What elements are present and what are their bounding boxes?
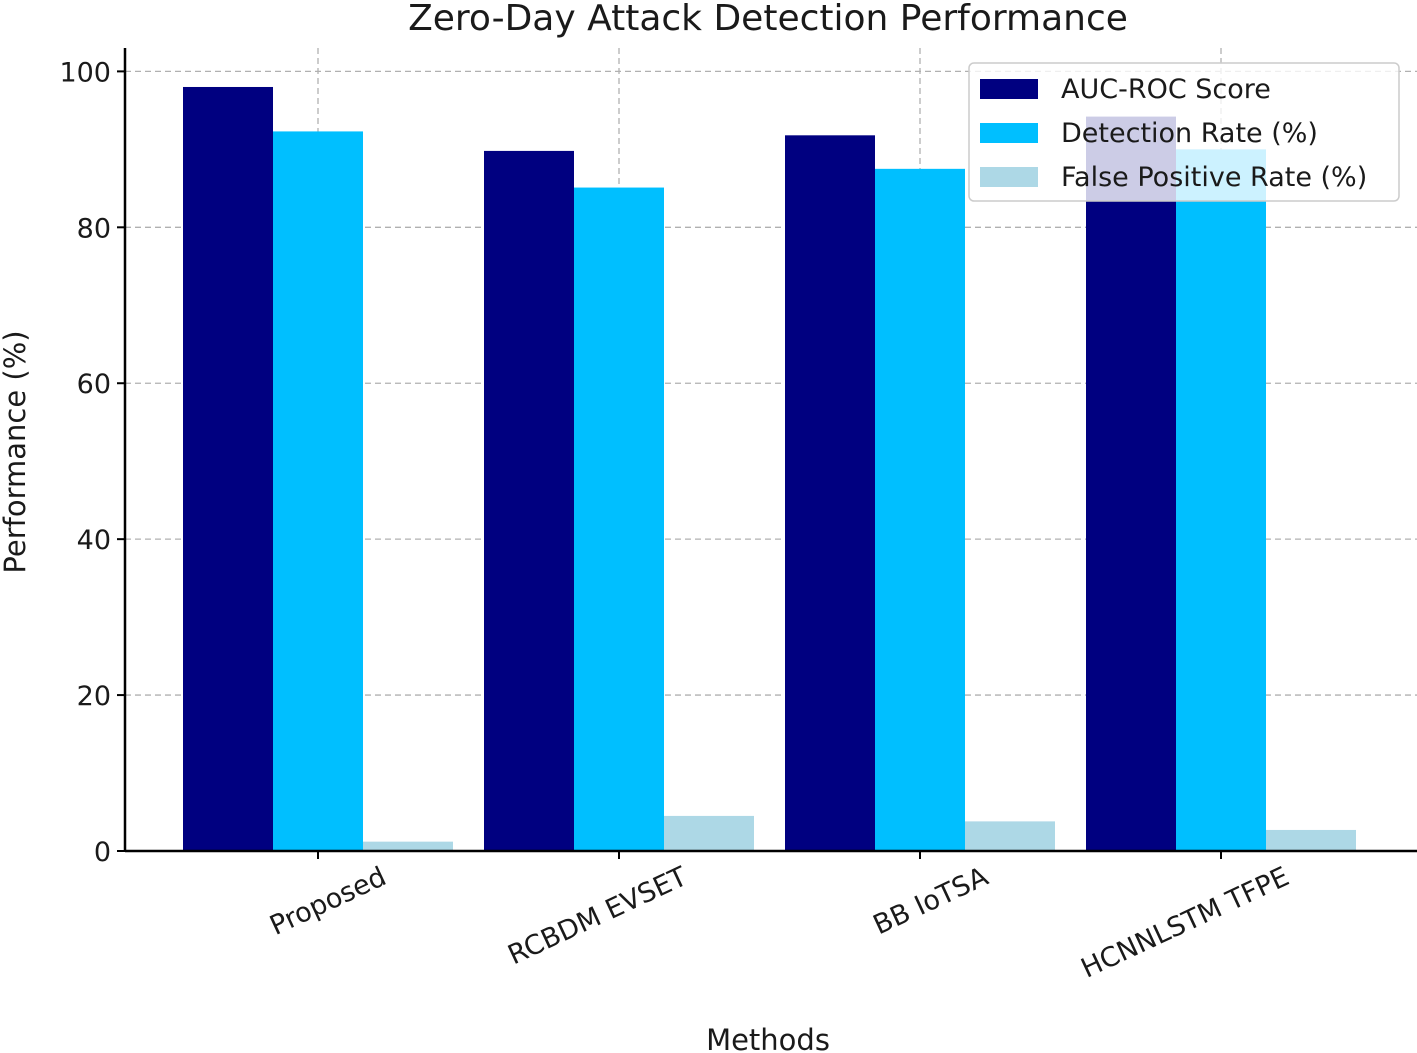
y-axis-ticks: 0 20 40 60 80 100 bbox=[59, 57, 125, 868]
bar-detection-rate-hcnnlstm-tfpe bbox=[1176, 149, 1266, 852]
bar-false-positive-rate-hcnnlstm-tfpe bbox=[1266, 829, 1356, 851]
bar-auc-roc-score-proposed bbox=[183, 86, 273, 851]
bar-auc-roc-score-rcbdm-evset bbox=[484, 150, 574, 851]
axes bbox=[123, 48, 1417, 853]
y-tick-label: 20 bbox=[77, 681, 111, 712]
legend-swatch bbox=[980, 167, 1038, 187]
bar-false-positive-rate-bb-iotsa bbox=[965, 821, 1055, 851]
chart-title: Zero-Day Attack Detection Performance bbox=[408, 0, 1128, 39]
bar-false-positive-rate-rcbdm-evset bbox=[664, 815, 754, 851]
bar-series bbox=[183, 86, 1356, 852]
bar-detection-rate-proposed bbox=[273, 131, 363, 851]
y-tick-label: 100 bbox=[59, 57, 111, 88]
y-tick-label: 60 bbox=[77, 369, 111, 400]
y-axis-title: Performance (%) bbox=[0, 330, 32, 573]
legend-label: AUC-ROC Score bbox=[1061, 74, 1271, 105]
legend-box bbox=[968, 62, 1400, 202]
legend-label: False Positive Rate (%) bbox=[1061, 162, 1367, 193]
legend-swatch bbox=[980, 79, 1038, 99]
legend-label: Detection Rate (%) bbox=[1061, 118, 1318, 149]
y-tick-label: 40 bbox=[77, 525, 111, 556]
bar-auc-roc-score-hcnnlstm-tfpe bbox=[1086, 116, 1176, 851]
y-tick-label: 80 bbox=[77, 213, 111, 244]
legend: AUC-ROC Score Detection Rate (%) False Pos… bbox=[968, 62, 1400, 202]
bar-detection-rate-bb-iotsa bbox=[875, 168, 965, 851]
y-tick-label: 0 bbox=[94, 837, 111, 868]
x-axis-title: Methods bbox=[706, 1023, 830, 1053]
bar-auc-roc-score-bb-iotsa bbox=[785, 135, 875, 851]
legend-swatch bbox=[980, 123, 1038, 143]
bar-false-positive-rate-proposed bbox=[363, 841, 453, 851]
bar-detection-rate-rcbdm-evset bbox=[574, 187, 664, 852]
